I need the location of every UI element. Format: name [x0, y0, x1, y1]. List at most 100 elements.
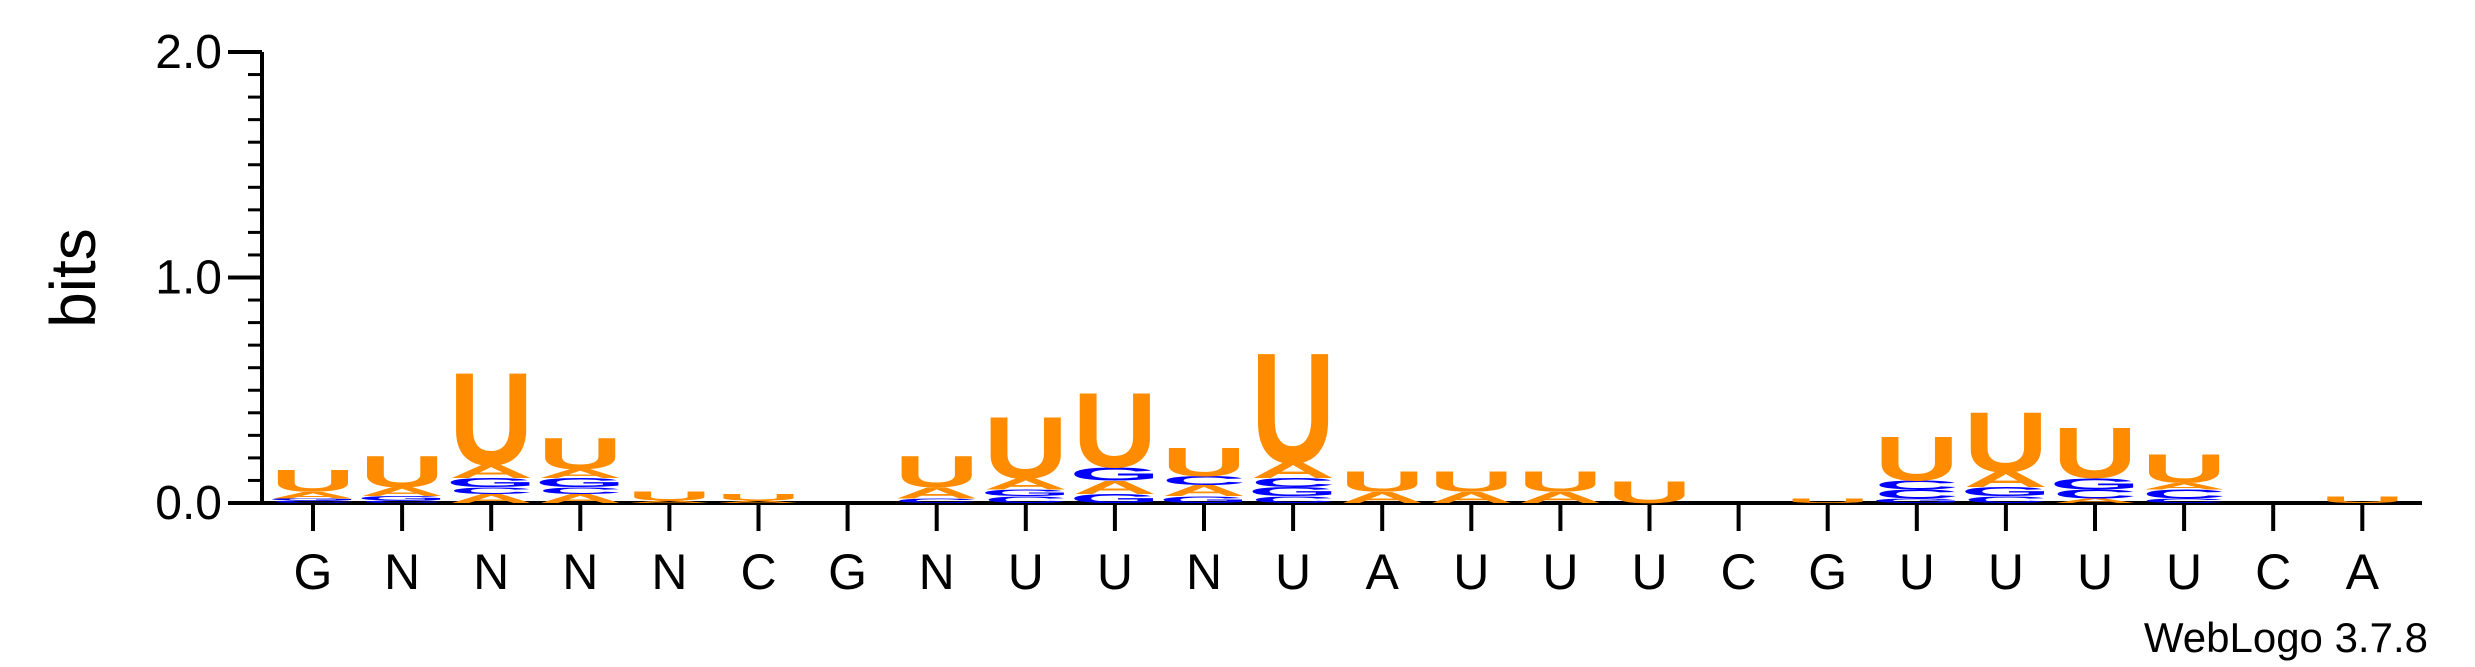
logo-letter-A: A [1964, 467, 2048, 492]
logo-column: CAU [895, 447, 979, 504]
y-axis: 0.0 1.0 2.0 bits [37, 26, 264, 530]
logo-letter-A: A [271, 490, 355, 501]
logo-letter-A: A [538, 492, 622, 506]
logo-letter-C: C [538, 485, 622, 496]
logo-letter-G: G [1248, 485, 1339, 499]
position-label: C [740, 544, 776, 600]
logo-letter-A: A [360, 485, 444, 499]
logo-letter-C: C [2142, 497, 2226, 504]
logo-letter-A: A [895, 484, 979, 502]
position-label: U [1631, 544, 1667, 600]
logo-letter-U: U [2053, 413, 2137, 494]
y-axis-title: bits [37, 228, 109, 328]
logo-letter-G: G [446, 476, 537, 490]
logo-letter-G: G [2050, 475, 2141, 493]
logo-letter-U: U [1875, 423, 1959, 494]
position-label: G [828, 544, 867, 600]
position-label: U [1899, 544, 1935, 600]
logo-column: U [2320, 494, 2404, 505]
logo-letter-A: A [449, 492, 533, 506]
logo-letter-U: U [1162, 439, 1246, 485]
position-label: U [1542, 544, 1578, 600]
logo-letter-A: A [627, 500, 711, 504]
position-label: U [2166, 544, 2202, 600]
logo-letter-G: G [1961, 485, 2052, 499]
position-label: G [294, 544, 333, 600]
logo-letter-C: C [2053, 487, 2137, 501]
logo-letter-U: U [1073, 370, 1157, 490]
logo-letter-U: U [360, 447, 444, 496]
logo-column: AU [1429, 466, 1513, 506]
y-minor-ticks [248, 73, 262, 482]
logo-letter-U: U [984, 398, 1068, 497]
logo-letter-C: C [1251, 476, 1335, 490]
logo-column: AU [627, 489, 711, 503]
logo-letter-U: U [271, 464, 355, 499]
position-label: U [1275, 544, 1311, 600]
logo-column: U [1786, 497, 1870, 504]
logo-letter-U: U [2142, 446, 2226, 492]
logo-letter-A: A [2142, 481, 2226, 492]
logo-letter-C: C [1251, 494, 1335, 505]
logo-letter-G: G [1070, 492, 1161, 506]
logo-letter-G: G [357, 495, 448, 502]
position-label: A [1366, 544, 1400, 600]
logo-letter-U: U [716, 492, 800, 503]
logo-letter-C: C [984, 494, 1068, 505]
logo-letter-A: A [1162, 482, 1246, 500]
logo-letter-U: U [1518, 466, 1602, 498]
logo-letter-G: G [1871, 497, 1962, 504]
logo-letter-A: A [449, 461, 533, 482]
logo-letter-A: A [984, 475, 1068, 493]
logo-letter-U: U [1607, 475, 1691, 510]
logo-letter-C: C [360, 500, 444, 504]
logo-letter-A: A [1340, 489, 1424, 507]
logo-letter-C: C [271, 500, 355, 504]
position-label: C [2255, 544, 2291, 600]
position-label: N [919, 544, 955, 600]
logo-letter-A: A [1518, 489, 1602, 507]
logo-column: AU [1518, 466, 1602, 506]
position-label: G [1808, 544, 1847, 600]
position-label: U [1008, 544, 1044, 600]
logo-letter-A: A [716, 500, 800, 504]
logo-letter-C: C [1875, 478, 1959, 492]
position-label: C [1721, 544, 1757, 600]
logo-letter-G: G [980, 488, 1071, 499]
logo-letter-U: U [1340, 466, 1424, 498]
logo-letter-U: U [2320, 494, 2404, 505]
logo-letter-C: C [2142, 487, 2226, 501]
position-label: N [473, 544, 509, 600]
position-label: N [1186, 544, 1222, 600]
logo-column: AU [1340, 466, 1424, 506]
y-tick-label: 1.0 [155, 252, 222, 305]
logo-letter-G: G [268, 498, 359, 502]
logo-letter-U: U [1251, 322, 1335, 497]
logo-column: U [1607, 475, 1691, 510]
logo-letter-U: U [449, 346, 533, 493]
logo-letter-A: A [1429, 489, 1513, 507]
position-label: U [2077, 544, 2113, 600]
logo-letter-C: C [1875, 487, 1959, 501]
position-label: U [1988, 544, 2024, 600]
logo-letter-G: G [535, 476, 626, 490]
weblogo-credit: WebLogo 3.7.8 [2144, 614, 2428, 661]
logo-letter-C: C [449, 485, 533, 496]
logo-letter-U: U [1964, 395, 2048, 490]
logo-letter-C: C [1964, 494, 2048, 505]
logo-letter-A: A [1073, 477, 1157, 498]
logo-column: AU [716, 492, 800, 504]
position-label: U [1097, 544, 1133, 600]
